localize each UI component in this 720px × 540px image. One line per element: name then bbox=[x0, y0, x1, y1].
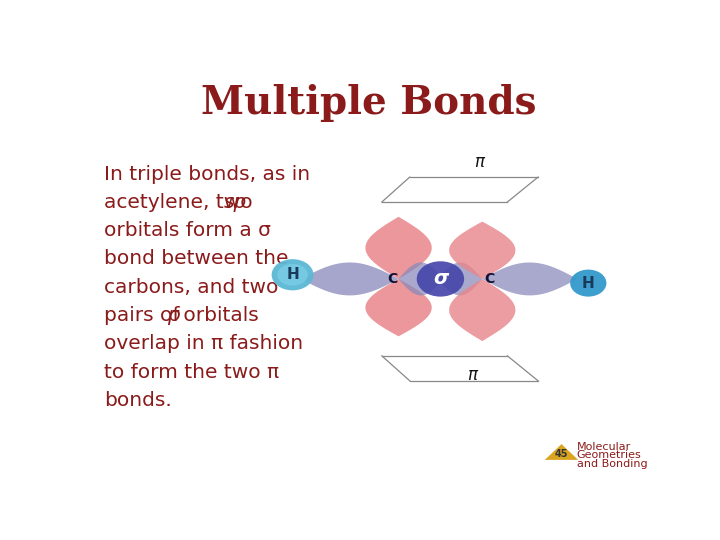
Polygon shape bbox=[366, 217, 432, 279]
Text: bond between the: bond between the bbox=[104, 249, 289, 268]
Text: to form the two π: to form the two π bbox=[104, 362, 279, 382]
Text: sp: sp bbox=[224, 193, 248, 212]
Ellipse shape bbox=[417, 261, 464, 296]
Text: H: H bbox=[286, 267, 299, 282]
Text: π: π bbox=[467, 366, 477, 384]
Text: C: C bbox=[387, 272, 397, 286]
Text: In triple bonds, as in: In triple bonds, as in bbox=[104, 165, 310, 184]
Text: and Bonding: and Bonding bbox=[577, 459, 647, 469]
Text: carbons, and two: carbons, and two bbox=[104, 278, 279, 296]
Ellipse shape bbox=[570, 269, 606, 296]
Text: Molecular: Molecular bbox=[577, 442, 631, 452]
Text: pairs of: pairs of bbox=[104, 306, 186, 325]
Polygon shape bbox=[399, 262, 444, 295]
Polygon shape bbox=[438, 262, 482, 295]
Text: Multiple Bonds: Multiple Bonds bbox=[202, 84, 536, 122]
Text: orbitals form a σ: orbitals form a σ bbox=[104, 221, 271, 240]
Polygon shape bbox=[301, 262, 399, 295]
Ellipse shape bbox=[271, 259, 313, 291]
Polygon shape bbox=[482, 262, 577, 295]
Text: Geometries: Geometries bbox=[577, 450, 642, 460]
Text: 45: 45 bbox=[554, 449, 568, 458]
Text: bonds.: bonds. bbox=[104, 391, 171, 410]
Text: H: H bbox=[582, 275, 595, 291]
Polygon shape bbox=[449, 221, 516, 279]
Text: π: π bbox=[474, 153, 485, 171]
Text: C: C bbox=[484, 272, 494, 286]
Text: orbitals: orbitals bbox=[177, 306, 259, 325]
Polygon shape bbox=[449, 279, 516, 341]
Text: p: p bbox=[168, 306, 180, 325]
Text: overlap in π fashion: overlap in π fashion bbox=[104, 334, 303, 353]
Polygon shape bbox=[366, 279, 432, 336]
Text: acetylene, two: acetylene, two bbox=[104, 193, 259, 212]
Ellipse shape bbox=[277, 264, 308, 286]
Text: σ: σ bbox=[433, 269, 448, 288]
Polygon shape bbox=[545, 444, 578, 460]
